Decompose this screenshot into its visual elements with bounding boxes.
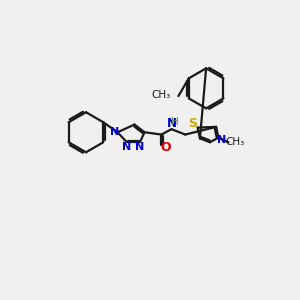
Text: N: N bbox=[217, 135, 226, 145]
Text: H: H bbox=[171, 117, 179, 127]
Text: N: N bbox=[167, 117, 176, 130]
Text: N: N bbox=[110, 127, 119, 137]
Text: CH₃: CH₃ bbox=[225, 137, 244, 147]
Text: S: S bbox=[188, 117, 197, 130]
Text: N: N bbox=[135, 142, 145, 152]
Text: O: O bbox=[161, 141, 171, 154]
Text: N: N bbox=[122, 142, 131, 152]
Text: CH₃: CH₃ bbox=[152, 89, 171, 100]
